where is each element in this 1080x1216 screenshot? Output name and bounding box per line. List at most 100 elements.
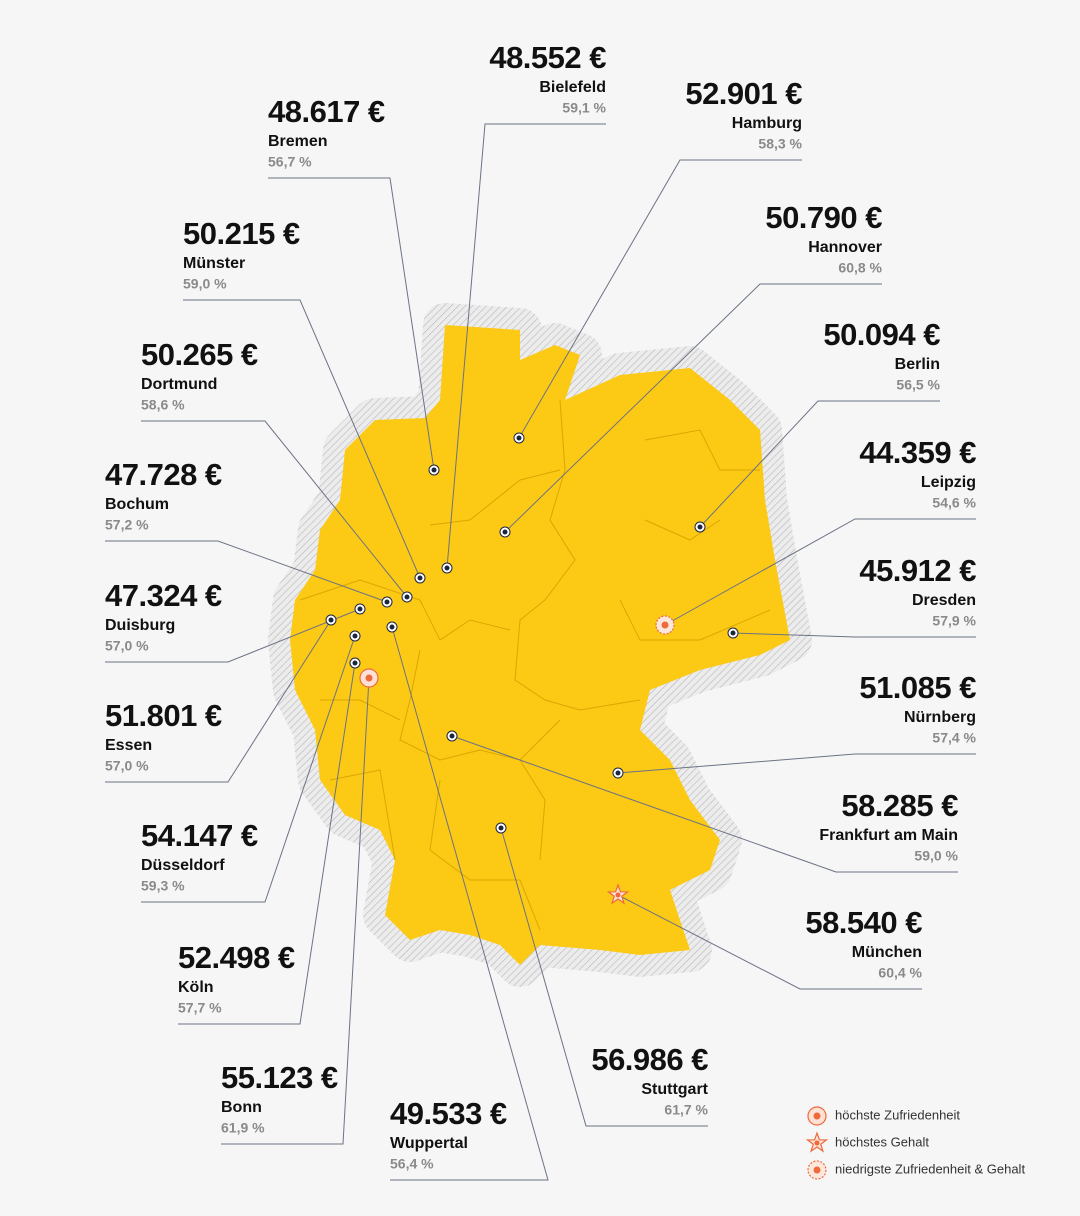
city-name: Bielefeld	[539, 79, 606, 96]
leader-line	[446, 123, 606, 569]
city-dot-core	[498, 825, 504, 831]
salary: 47.324 €	[105, 578, 222, 613]
city-name: Bonn	[221, 1099, 262, 1116]
city-dot-core	[352, 633, 358, 639]
satisfaction: 58,3 %	[758, 136, 802, 152]
satisfaction: 56,4 %	[390, 1156, 434, 1172]
salary: 55.123 €	[221, 1060, 338, 1095]
leader-line	[617, 894, 922, 990]
satisfaction: 57,7 %	[178, 1000, 222, 1016]
city-name: Hannover	[808, 239, 882, 256]
salary: 47.728 €	[105, 457, 222, 492]
city-name: Leipzig	[921, 474, 976, 491]
salary: 48.552 €	[489, 40, 606, 75]
badge-core	[661, 621, 669, 629]
map	[268, 303, 812, 987]
city-dot-core	[389, 624, 395, 630]
city-dot-core	[449, 733, 455, 739]
salary: 58.540 €	[805, 905, 922, 940]
satisfaction: 59,0 %	[183, 276, 227, 292]
city-name: Münster	[183, 255, 245, 272]
leader-line	[664, 518, 976, 626]
salary: 50.790 €	[765, 200, 882, 235]
city-name: Bremen	[268, 133, 328, 150]
city-dot-core	[615, 770, 621, 776]
city-dot-core	[417, 575, 423, 581]
satisfaction: 54,6 %	[932, 495, 976, 511]
leader-line	[178, 662, 356, 1025]
city-name: Frankfurt am Main	[819, 827, 958, 844]
satisfaction: 60,8 %	[838, 260, 882, 276]
badge-core	[813, 1166, 821, 1174]
legend-label: höchstes Gehalt	[835, 1134, 929, 1149]
leader-line	[617, 753, 976, 774]
leader-line	[504, 283, 882, 533]
satisfaction: 61,9 %	[221, 1120, 265, 1136]
salary: 51.801 €	[105, 698, 222, 733]
city-dot-core	[730, 630, 736, 636]
satisfaction: 56,7 %	[268, 154, 312, 170]
leader-line	[105, 608, 361, 663]
city-dot-core	[431, 467, 437, 473]
salary: 51.085 €	[859, 670, 976, 705]
city-name: Hamburg	[732, 115, 802, 132]
leader-line	[732, 632, 976, 638]
salary: 52.498 €	[178, 940, 295, 975]
legend-label: höchste Zufriedenheit	[835, 1107, 960, 1122]
leader-line	[141, 420, 408, 598]
satisfaction: 56,5 %	[896, 377, 940, 393]
salary: 56.986 €	[591, 1042, 708, 1077]
city-name: Duisburg	[105, 617, 175, 634]
city-name: Wuppertal	[390, 1135, 468, 1152]
satisfaction: 60,4 %	[878, 965, 922, 981]
city-dot-core	[352, 660, 358, 666]
city-dot-core	[697, 524, 703, 530]
salary: 50.265 €	[141, 337, 258, 372]
city-name: Dortmund	[141, 376, 217, 393]
satisfaction: 57,9 %	[932, 613, 976, 629]
leader-line	[105, 540, 388, 603]
legend-label: niedrigste Zufriedenheit & Gehalt	[835, 1161, 1025, 1176]
satisfaction: 58,6 %	[141, 397, 185, 413]
leader-line	[268, 177, 435, 471]
salary: 50.094 €	[823, 317, 940, 352]
city-dot-core	[444, 565, 450, 571]
salary: 50.215 €	[183, 216, 300, 251]
city-dot-core	[384, 599, 390, 605]
salary: 48.617 €	[268, 94, 385, 129]
city-name: Köln	[178, 979, 214, 996]
leader-line	[105, 619, 332, 783]
salary: 58.285 €	[841, 788, 958, 823]
badge-core	[813, 1112, 821, 1120]
satisfaction: 59,1 %	[562, 100, 606, 116]
legend: höchste Zufriedenheit höchstes Gehalt nied…	[805, 1106, 1025, 1180]
city-name: Düsseldorf	[141, 857, 225, 874]
city-name: München	[852, 944, 922, 961]
badge-core	[365, 674, 373, 682]
leader-line	[451, 735, 958, 873]
germany	[290, 325, 790, 965]
leader-line	[699, 400, 940, 528]
salary: 54.147 €	[141, 818, 258, 853]
city-name: Bochum	[105, 496, 169, 513]
satisfaction: 57,0 %	[105, 638, 149, 654]
satisfaction: 59,3 %	[141, 878, 185, 894]
city-dot-core	[502, 529, 508, 535]
city-dot-core	[357, 606, 363, 612]
leader-line	[500, 827, 708, 1127]
leader-line	[390, 626, 549, 1181]
leader-line	[221, 677, 370, 1145]
satisfaction: 61,7 %	[664, 1102, 708, 1118]
star-core	[615, 892, 621, 898]
leader-line	[183, 299, 421, 579]
city-name: Stuttgart	[641, 1081, 708, 1098]
satisfaction: 59,0 %	[914, 848, 958, 864]
city-name: Berlin	[895, 356, 940, 373]
city-labels: 48.552 € Bielefeld 59,1 % 52.901 € Hamburg 58…	[105, 40, 977, 1181]
city-dot-core	[328, 617, 334, 623]
city-name: Dresden	[912, 592, 976, 609]
salary: 52.901 €	[685, 76, 802, 111]
salary: 45.912 €	[859, 553, 976, 588]
leader-line	[518, 159, 802, 439]
